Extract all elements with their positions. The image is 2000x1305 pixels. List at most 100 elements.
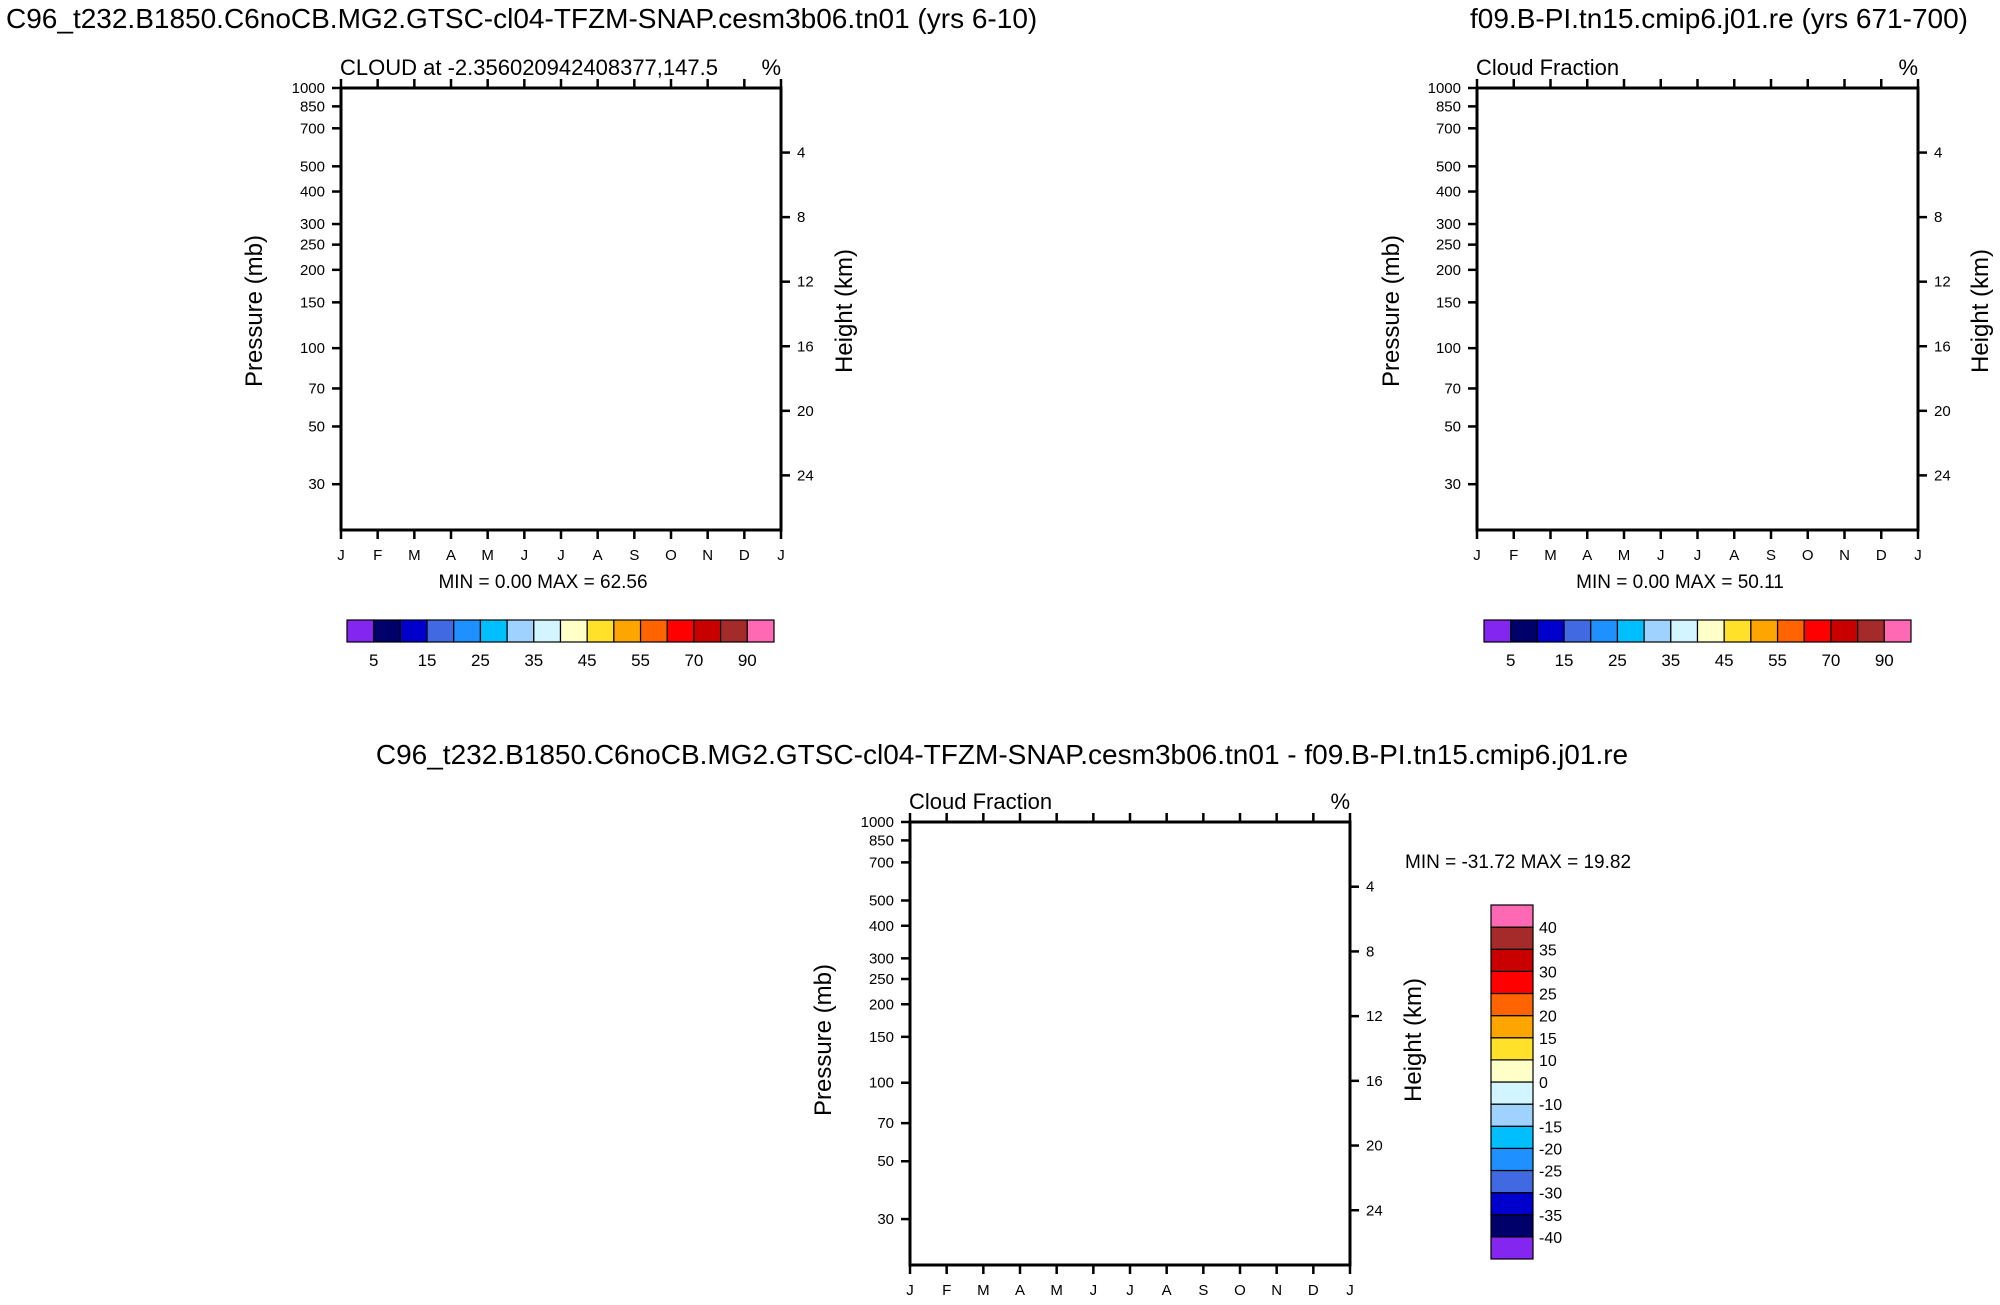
colorbar-label: 5 bbox=[1506, 651, 1515, 670]
y-tick-label: 300 bbox=[869, 950, 894, 967]
y-tick-label-right: 20 bbox=[1366, 1138, 1383, 1155]
colorbar-box bbox=[1490, 1192, 1534, 1216]
y-tick-label-right: 20 bbox=[797, 403, 814, 420]
y-tick-label: 150 bbox=[1436, 294, 1461, 311]
colorbar-label: 55 bbox=[631, 651, 650, 670]
panel-subtitle-right: % bbox=[1330, 789, 1350, 814]
colorbar-box bbox=[1490, 970, 1534, 995]
y-tick-label-right: 24 bbox=[797, 467, 814, 484]
x-tick-label: A bbox=[1729, 547, 1739, 564]
colorbar-box bbox=[1776, 619, 1805, 643]
colorbar-box bbox=[1883, 619, 1912, 643]
min-max-stats: MIN = 0.00 MAX = 62.56 bbox=[438, 572, 647, 593]
y-tick-label: 500 bbox=[869, 892, 894, 909]
y-tick-label: 200 bbox=[869, 996, 894, 1013]
panel-difference: C96_t232.B1850.C6noCB.MG2.GTSC-cl04-TFZM… bbox=[376, 739, 1631, 1299]
colorbar-box bbox=[1490, 948, 1534, 972]
colorbar-box bbox=[1563, 619, 1592, 643]
y-tick-label: 150 bbox=[869, 1029, 894, 1046]
colorbar-label: 35 bbox=[1661, 651, 1680, 670]
x-tick-label: M bbox=[481, 547, 494, 564]
x-tick-label: F bbox=[373, 547, 382, 564]
y-tick-label: 1000 bbox=[861, 814, 894, 831]
panel-title: f09.B-PI.tn15.cmip6.j01.re (yrs 671-700) bbox=[1470, 3, 1968, 34]
colorbar-box bbox=[1490, 1147, 1534, 1172]
colorbar-box bbox=[453, 619, 482, 643]
y-tick-label-right: 8 bbox=[1934, 209, 1942, 226]
x-tick-label: F bbox=[1509, 547, 1518, 564]
y-tick-label-right: 8 bbox=[797, 209, 805, 226]
colorbar-label: -40 bbox=[1539, 1230, 1562, 1247]
colorbar-box bbox=[1616, 619, 1645, 643]
y-tick-label: 50 bbox=[308, 418, 325, 435]
colorbar-box bbox=[1830, 619, 1859, 643]
y-axis-label: Pressure (mb) bbox=[1378, 235, 1405, 387]
y-tick-label-right: 4 bbox=[1366, 879, 1374, 896]
colorbar-label: 15 bbox=[1555, 651, 1574, 670]
colorbar-box bbox=[1490, 926, 1534, 950]
y-tick-label: 70 bbox=[308, 380, 325, 397]
colorbar-label: 35 bbox=[1539, 942, 1557, 959]
colorbar-box bbox=[1490, 1169, 1534, 1194]
y-tick-label: 500 bbox=[1436, 158, 1461, 175]
x-tick-label: J bbox=[1346, 1282, 1354, 1299]
x-tick-label: N bbox=[702, 547, 713, 564]
panel-subtitle-left: Cloud Fraction bbox=[909, 789, 1052, 814]
x-tick-label: J bbox=[557, 547, 565, 564]
x-tick-label: J bbox=[906, 1282, 914, 1299]
y-tick-label: 50 bbox=[877, 1153, 894, 1170]
colorbar-label: 0 bbox=[1539, 1075, 1548, 1092]
y-tick-label: 1000 bbox=[1428, 80, 1461, 97]
x-tick-label: M bbox=[1544, 547, 1557, 564]
colorbar-box bbox=[533, 619, 562, 643]
panel-title: C96_t232.B1850.C6noCB.MG2.GTSC-cl04-TFZM… bbox=[6, 3, 1037, 34]
panel-subtitle-right: % bbox=[1898, 55, 1918, 80]
x-tick-label: D bbox=[739, 547, 750, 564]
colorbar-box bbox=[1510, 619, 1538, 643]
colorbar-label: -30 bbox=[1539, 1186, 1562, 1203]
y-tick-label: 100 bbox=[300, 340, 325, 357]
contour-plot: J F M A M J J A S O N D J100085070050040030025020015… bbox=[1428, 79, 1951, 564]
plot-frame bbox=[339, 86, 783, 532]
x-tick-label: J bbox=[1914, 547, 1922, 564]
colorbar-label: 35 bbox=[524, 651, 543, 670]
x-tick-label: A bbox=[446, 547, 456, 564]
min-max-stats: MIN = 0.00 MAX = 50.11 bbox=[1576, 572, 1784, 593]
colorbar-box bbox=[693, 619, 722, 643]
contour-plot: J F M A M J J A S O N D J100085070050040030025020015… bbox=[861, 813, 1383, 1299]
plot-frame bbox=[1475, 86, 1920, 532]
colorbar-box bbox=[666, 619, 695, 643]
y-tick-label: 400 bbox=[300, 184, 325, 201]
x-tick-label: J bbox=[1657, 547, 1665, 564]
colorbar-box bbox=[746, 619, 775, 643]
y-tick-label-right: 20 bbox=[1934, 403, 1951, 420]
colorbar-label: 25 bbox=[1539, 987, 1557, 1004]
colorbar-box bbox=[1643, 619, 1672, 643]
y-tick-label-right: 4 bbox=[797, 145, 805, 162]
colorbar-box bbox=[1590, 619, 1619, 643]
colorbar-box bbox=[1803, 619, 1832, 643]
y-tick-label-right: 12 bbox=[797, 274, 814, 291]
colorbar-label: -35 bbox=[1539, 1208, 1562, 1225]
colorbar-box bbox=[1536, 619, 1565, 643]
x-tick-label: A bbox=[1015, 1282, 1025, 1299]
x-tick-label: O bbox=[1802, 547, 1814, 564]
y-tick-label: 850 bbox=[869, 832, 894, 849]
colorbar-label: 25 bbox=[1608, 651, 1627, 670]
y-axis-label-right: Height (km) bbox=[831, 249, 858, 373]
y-tick-label: 250 bbox=[1436, 237, 1461, 254]
colorbar-label: 15 bbox=[1539, 1031, 1557, 1048]
colorbar-box bbox=[506, 619, 535, 643]
y-axis-label-right: Height (km) bbox=[1967, 249, 1994, 373]
colorbar: 5 15 25 35 45 55 70 90 bbox=[1483, 619, 1912, 670]
y-tick-label: 200 bbox=[300, 262, 325, 279]
y-tick-label-right: 24 bbox=[1934, 467, 1951, 484]
x-tick-label: M bbox=[977, 1282, 990, 1299]
colorbar-label: 5 bbox=[369, 651, 378, 670]
y-tick-label: 70 bbox=[877, 1115, 894, 1132]
colorbar-box bbox=[1490, 1059, 1534, 1083]
colorbar-box bbox=[1490, 1081, 1534, 1105]
x-tick-label: D bbox=[1308, 1282, 1319, 1299]
colorbar-label: 20 bbox=[1539, 1009, 1557, 1026]
